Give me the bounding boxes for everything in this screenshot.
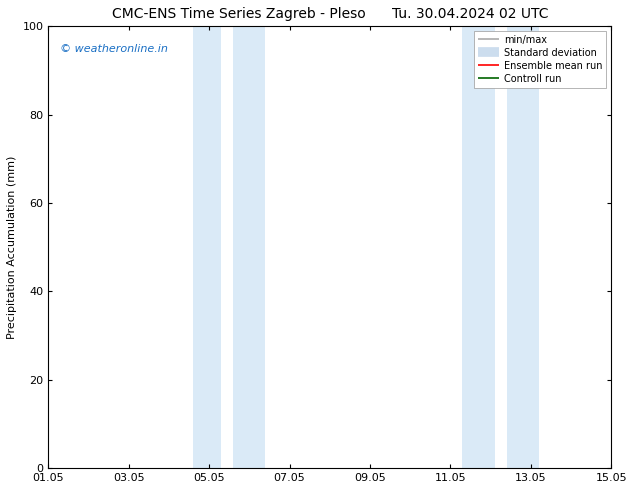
- Bar: [462, 26, 495, 468]
- Bar: [193, 26, 221, 468]
- Y-axis label: Precipitation Accumulation (mm): Precipitation Accumulation (mm): [7, 155, 17, 339]
- Bar: [233, 26, 266, 468]
- Title: CMC-ENS Time Series Zagreb - Pleso      Tu. 30.04.2024 02 UTC: CMC-ENS Time Series Zagreb - Pleso Tu. 3…: [112, 7, 548, 21]
- Legend: min/max, Standard deviation, Ensemble mean run, Controll run: min/max, Standard deviation, Ensemble me…: [474, 31, 606, 88]
- Text: © weatheronline.in: © weatheronline.in: [60, 44, 167, 54]
- Bar: [507, 26, 539, 468]
